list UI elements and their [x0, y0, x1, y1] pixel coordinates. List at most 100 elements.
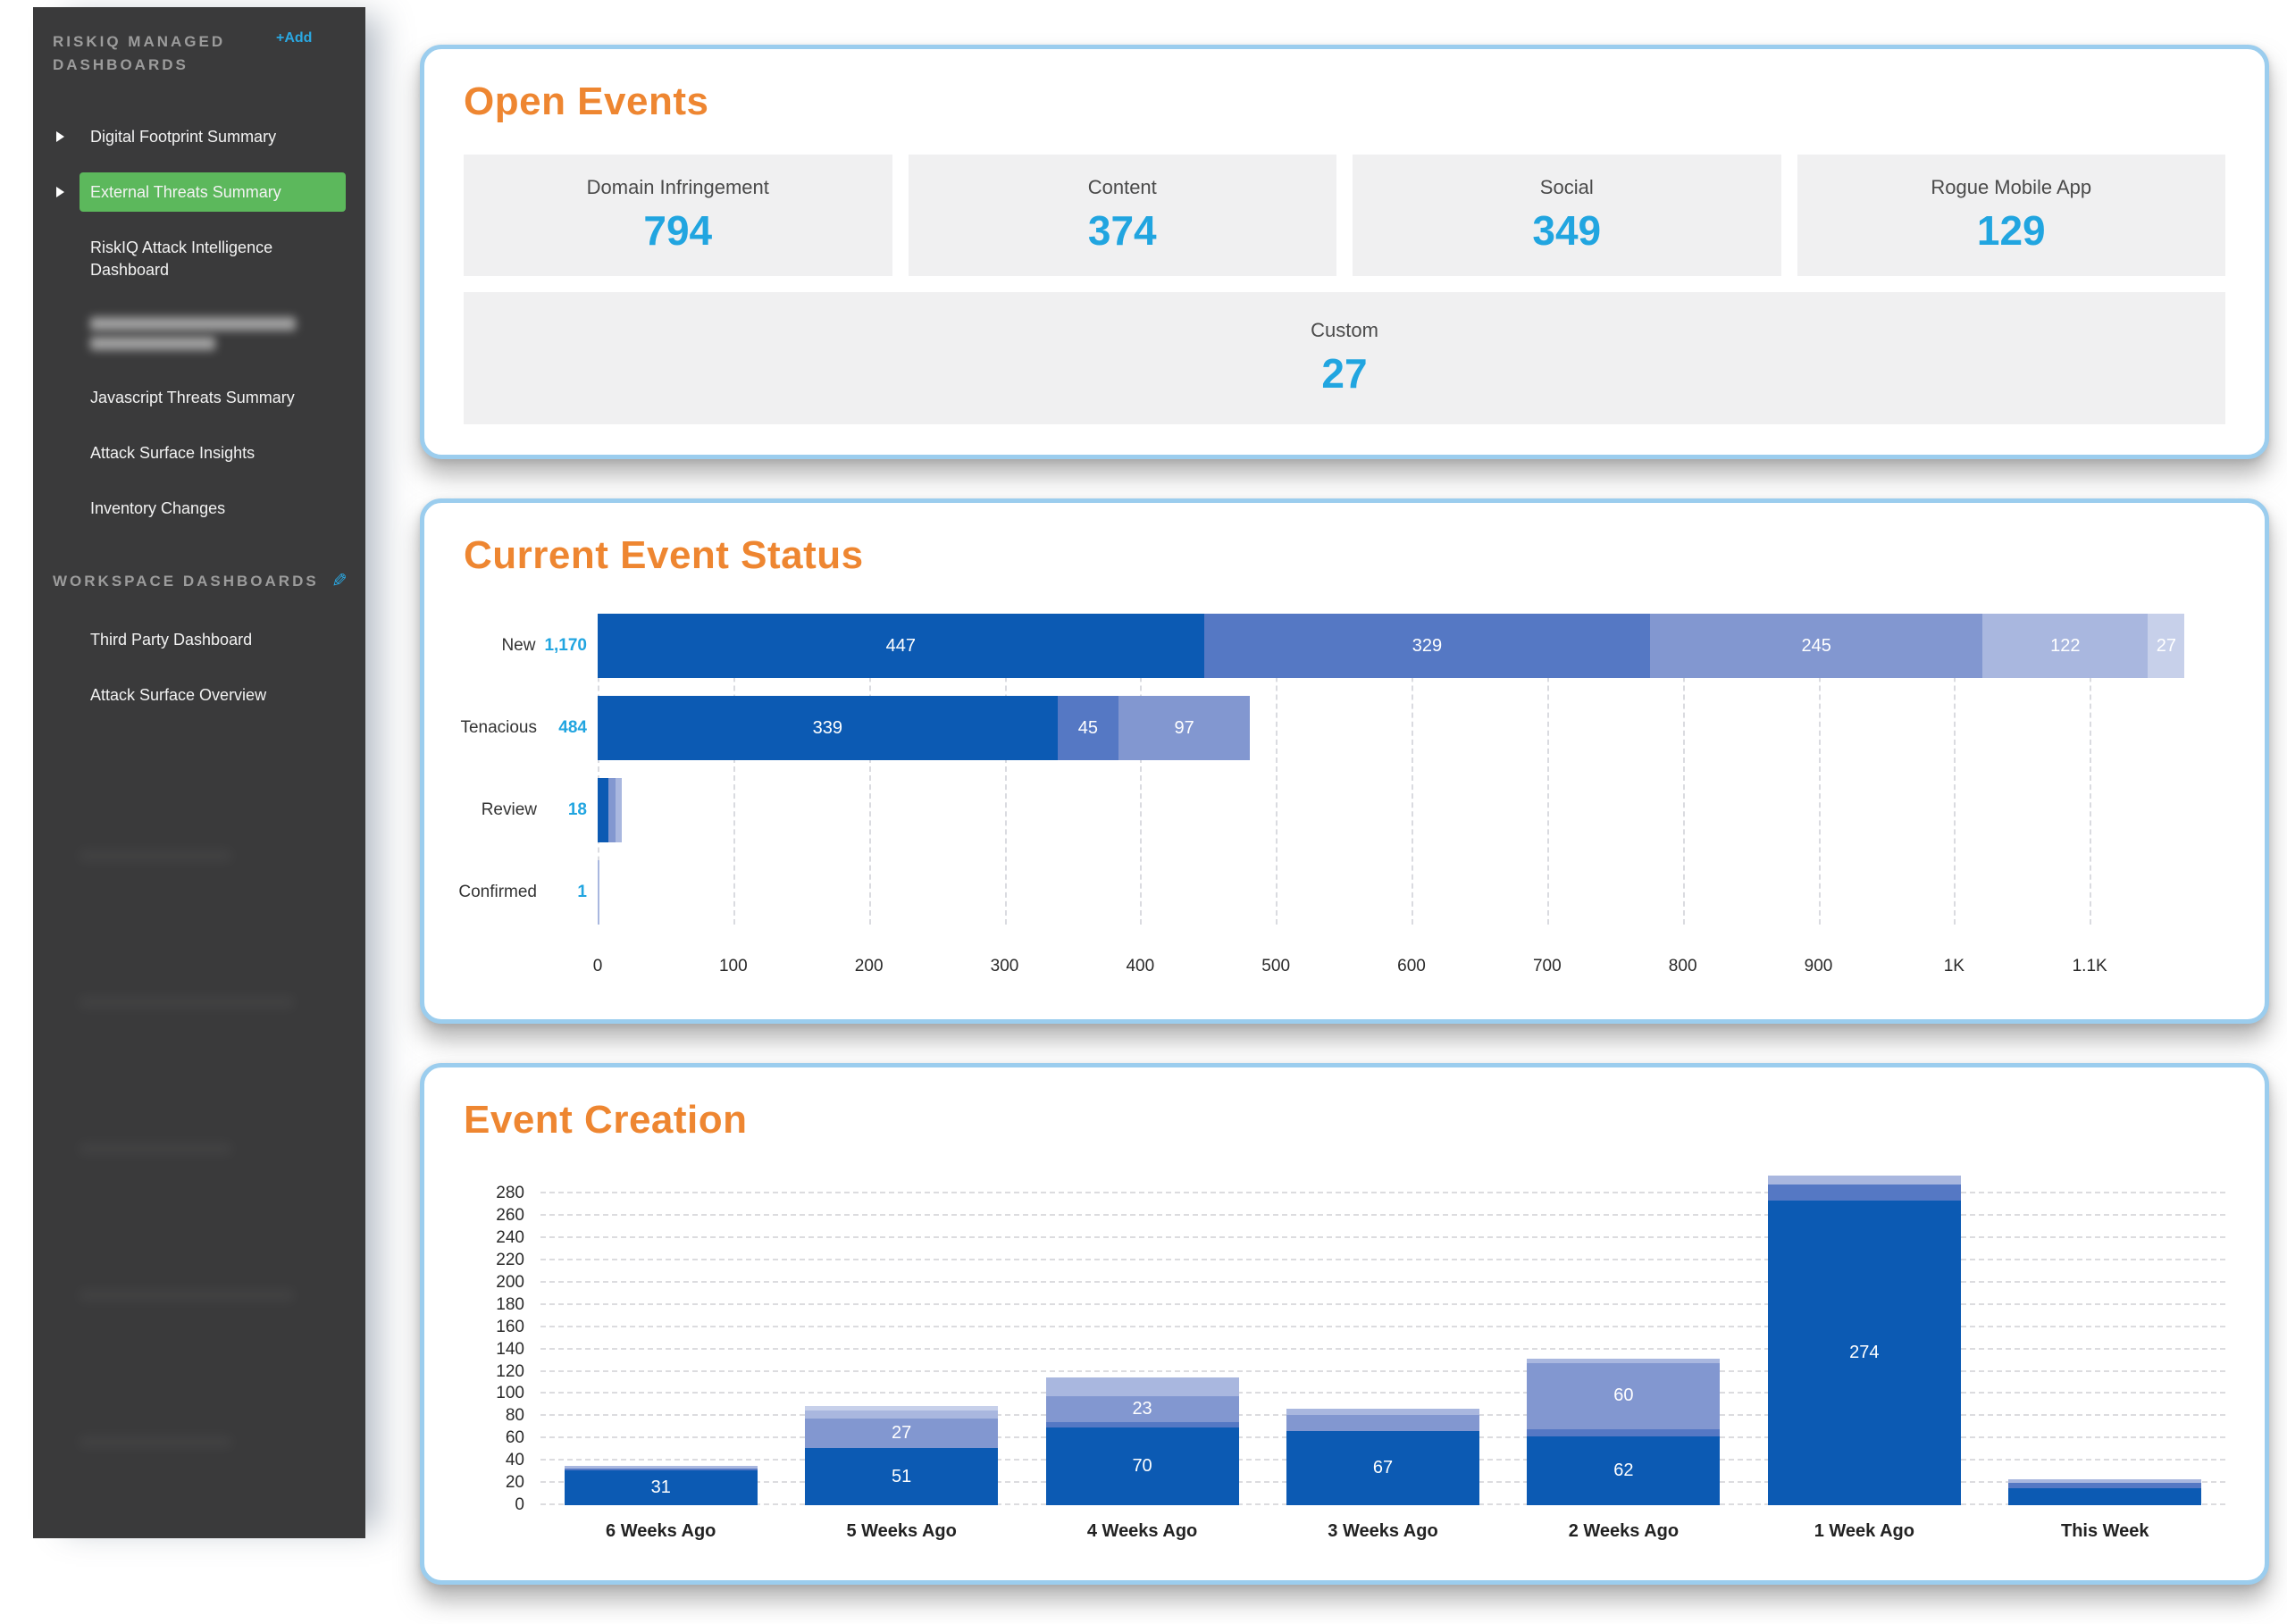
gridline — [1818, 614, 1821, 925]
bar-segment[interactable]: 23 — [1045, 1395, 1239, 1422]
bar-segment[interactable]: 339 — [598, 696, 1058, 760]
sidebar-item-label: Attack Surface Insights — [90, 444, 256, 463]
edit-pencil-icon[interactable]: ✎ — [331, 571, 348, 592]
add-dashboard-button[interactable]: +Add — [276, 30, 313, 46]
bar-value-label: 62 — [1613, 1460, 1634, 1480]
expand-arrow-icon[interactable] — [56, 186, 64, 197]
event-creation-card: Event Creation 0 20 40 60 80 100 120 140 160 180 2… — [420, 1063, 2269, 1585]
bar-segment[interactable] — [1767, 1176, 1961, 1185]
bar-segment[interactable]: 97 — [1118, 696, 1251, 760]
bar-segment[interactable] — [2008, 1479, 2202, 1484]
stat-value: 129 — [1976, 207, 2046, 254]
stat-box-content[interactable]: Content 374 — [908, 155, 1336, 276]
sidebar-item-riskiq-attack-intelligence-dashboard[interactable]: RiskIQ Attack Intelligence Dashboard — [80, 228, 346, 289]
stat-label: Social — [1539, 176, 1594, 198]
bar-segment[interactable] — [598, 860, 599, 925]
sidebar-item-third-party-dashboard[interactable]: Third Party Dashboard — [80, 620, 346, 659]
open-events-stats-row: Domain Infringement 794 Content 374 Social 34… — [464, 155, 2225, 276]
current-event-status-chart: New 1,170 Tenacious 484 Review 18 Confirmed 1 4… — [458, 614, 2225, 989]
category-label: 6 Weeks Ago — [606, 1521, 716, 1541]
bar-6-weeks-ago[interactable]: 31 — [564, 1466, 758, 1505]
managed-dashboards-heading: RISKIQ MANAGED DASHBOARDS — [53, 33, 226, 74]
bar-row-labels: New 1,170 Tenacious 484 Review 18 Confirmed 1 — [458, 614, 598, 989]
bar-segment[interactable]: 245 — [1650, 614, 1983, 678]
gridline — [540, 1280, 2225, 1283]
sidebar-item-digital-footprint-summary[interactable]: Digital Footprint Summary — [56, 117, 346, 156]
stat-label: Content — [1087, 176, 1157, 198]
stat-box-rogue-mobile-app[interactable]: Rogue Mobile App 129 — [1797, 155, 2225, 276]
category-label: 2 Weeks Ago — [1568, 1521, 1680, 1541]
sidebar-item-external-threats-summary[interactable]: External Threats Summary — [56, 172, 346, 213]
y-axis-tick-label: 60 — [505, 1428, 524, 1448]
gridline — [2090, 614, 2092, 925]
bar-segment[interactable]: 62 — [1527, 1436, 1721, 1505]
bar-segment[interactable] — [1527, 1358, 1721, 1363]
category-label: This Week — [2061, 1521, 2149, 1541]
sidebar-item-label: External Threats Summary — [90, 182, 281, 201]
bar-segment[interactable] — [1527, 1429, 1721, 1436]
sidebar: RISKIQ MANAGED DASHBOARDS +Add Digital F… — [33, 7, 365, 1538]
gridline — [1276, 614, 1278, 925]
bar-segment[interactable]: 70 — [1045, 1427, 1239, 1505]
bar-this-week[interactable] — [2008, 1479, 2202, 1505]
bar-segment[interactable]: 329 — [1203, 614, 1651, 678]
bar-value-label: 23 — [1132, 1398, 1152, 1419]
bar-segment[interactable]: 447 — [598, 614, 1204, 678]
sidebar-item-redacted-faint — [80, 995, 294, 1009]
bar-segment[interactable] — [805, 1411, 999, 1419]
redacted-text — [90, 316, 296, 331]
bar-1-week-ago[interactable]: 274 — [1767, 1176, 1961, 1505]
bar-segment[interactable] — [1286, 1415, 1479, 1431]
bar-segment[interactable] — [598, 778, 609, 842]
category-label: 1 Week Ago — [1814, 1521, 1914, 1541]
bar-segment[interactable] — [805, 1406, 999, 1411]
bar-segment[interactable]: 60 — [1527, 1362, 1721, 1430]
bar-2-weeks-ago[interactable]: 62 60 — [1527, 1358, 1721, 1505]
x-axis-tick-label: 300 — [990, 957, 1019, 975]
stat-box-custom[interactable]: Custom 27 — [464, 292, 2225, 424]
bar-segment[interactable] — [1767, 1185, 1961, 1201]
expand-arrow-icon[interactable] — [56, 130, 64, 142]
bar-segment[interactable]: 51 — [805, 1448, 999, 1505]
sidebar-item-redacted[interactable] — [80, 306, 346, 362]
stat-box-domain-infringement[interactable]: Domain Infringement 794 — [464, 155, 892, 276]
bar-segment[interactable] — [1045, 1377, 1239, 1396]
gridline — [540, 1347, 2225, 1350]
bar-4-weeks-ago[interactable]: 70 23 — [1045, 1377, 1239, 1505]
event-creation-chart: 0 20 40 60 80 100 120 140 160 180 200 220 240 260 280 … — [464, 1175, 2225, 1550]
stat-box-social[interactable]: Social 349 — [1353, 155, 1781, 276]
sidebar-item-attack-surface-insights[interactable]: Attack Surface Insights — [80, 433, 346, 473]
x-axis-tick-label: 800 — [1668, 957, 1697, 975]
x-axis-tick-label: 200 — [854, 957, 884, 975]
bar-row-tenacious: 339 45 97 — [598, 696, 2225, 760]
bar-5-weeks-ago[interactable]: 51 27 — [805, 1406, 999, 1505]
open-events-title: Open Events — [464, 80, 709, 123]
bar-segment[interactable]: 45 — [1057, 696, 1119, 760]
x-axis-tick-label: 500 — [1261, 957, 1291, 975]
bar-segment[interactable]: 274 — [1767, 1200, 1961, 1505]
bar-segment[interactable] — [608, 778, 616, 842]
managed-dashboards-list: Digital Footprint Summary External Threat… — [53, 117, 346, 529]
sidebar-item-attack-surface-overview[interactable]: Attack Surface Overview — [80, 675, 346, 715]
bar-3-weeks-ago[interactable]: 67 — [1286, 1408, 1479, 1505]
bar-segment[interactable]: 27 — [2148, 614, 2185, 678]
x-axis-tick-label: 1K — [1943, 957, 1964, 975]
bar-segment[interactable] — [1286, 1408, 1479, 1416]
y-axis-tick-label: 140 — [496, 1339, 524, 1359]
bar-segment[interactable]: 31 — [564, 1470, 758, 1505]
gridline — [540, 1192, 2225, 1194]
bar-segment[interactable] — [2008, 1488, 2202, 1505]
bar-segment[interactable]: 122 — [1982, 614, 2149, 678]
bar-segment[interactable]: 27 — [805, 1418, 999, 1449]
bar-segment[interactable] — [564, 1468, 758, 1471]
bar-segment[interactable] — [564, 1466, 758, 1469]
stat-label: Rogue Mobile App — [1931, 176, 2092, 198]
bar-segment[interactable] — [2008, 1483, 2202, 1489]
bar-segment[interactable] — [615, 778, 623, 842]
sidebar-item-inventory-changes[interactable]: Inventory Changes — [80, 489, 346, 528]
y-axis-tick-label: 180 — [496, 1294, 524, 1314]
sidebar-item-javascript-threats-summary[interactable]: Javascript Threats Summary — [80, 378, 346, 417]
bar-segment[interactable] — [1045, 1421, 1239, 1427]
bar-segment[interactable]: 67 — [1286, 1430, 1479, 1505]
bar-plot-area: 31 51 27 70 23 67 62 60 274 — [540, 1175, 2225, 1505]
